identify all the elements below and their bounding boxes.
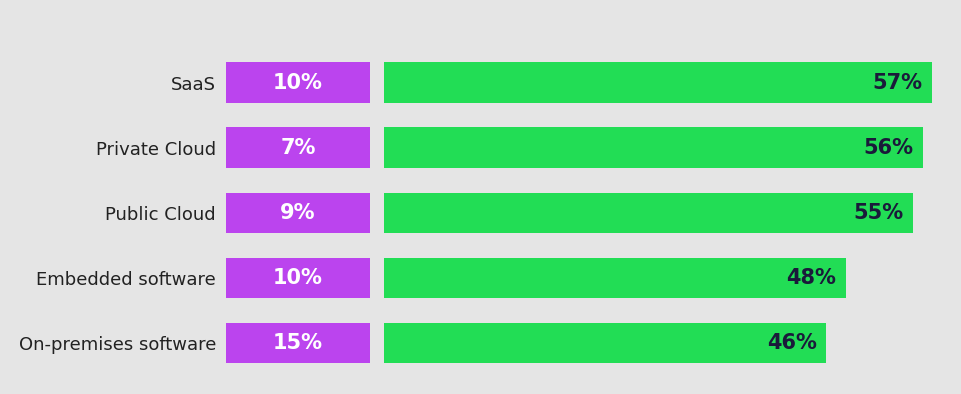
- Bar: [384, 258, 846, 298]
- Bar: [384, 127, 923, 168]
- Text: 7%: 7%: [281, 138, 315, 158]
- Bar: [226, 258, 370, 298]
- Text: 57%: 57%: [873, 72, 923, 93]
- Bar: [384, 193, 913, 233]
- Text: 10%: 10%: [273, 268, 323, 288]
- Bar: [226, 62, 370, 103]
- Bar: [384, 62, 932, 103]
- Text: Decline: Decline: [249, 0, 347, 4]
- Text: 15%: 15%: [273, 333, 323, 353]
- Text: 55%: 55%: [853, 203, 903, 223]
- Bar: [226, 193, 370, 233]
- Text: 9%: 9%: [281, 203, 315, 223]
- Text: 10%: 10%: [273, 72, 323, 93]
- Bar: [226, 323, 370, 363]
- Text: 56%: 56%: [863, 138, 913, 158]
- Bar: [226, 127, 370, 168]
- Text: Increase: Increase: [602, 0, 715, 4]
- Text: 48%: 48%: [786, 268, 836, 288]
- Text: 46%: 46%: [767, 333, 817, 353]
- Bar: [384, 323, 826, 363]
